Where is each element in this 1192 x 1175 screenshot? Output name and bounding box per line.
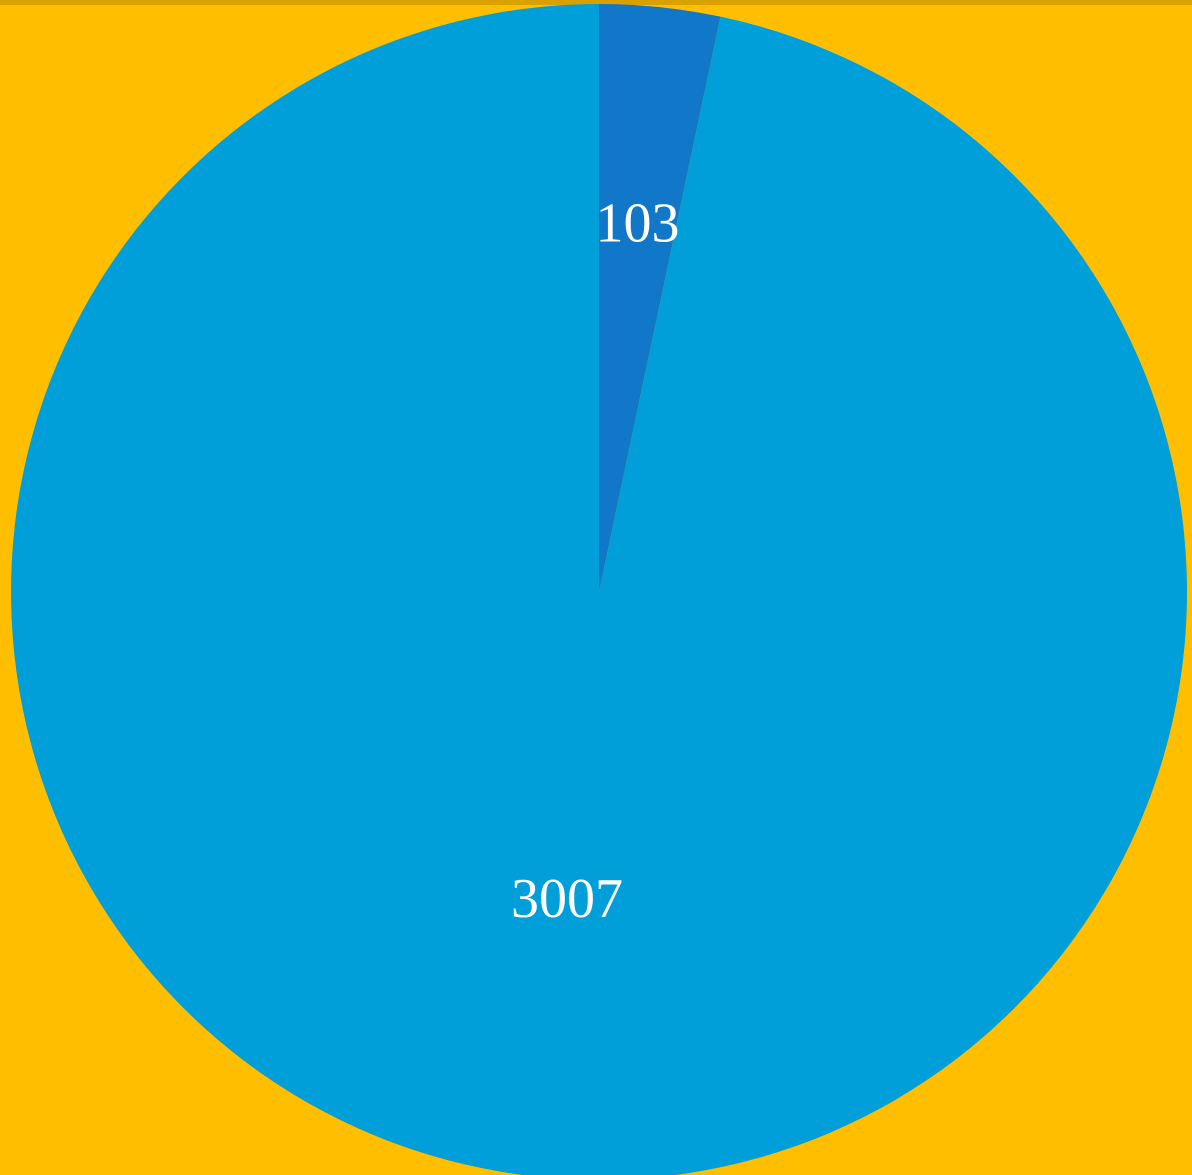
pie-slice-3007 [11, 4, 1187, 1175]
pie-labels: 103 3007 [511, 193, 680, 930]
pie-slice-label: 3007 [511, 868, 623, 930]
pie-slices [11, 4, 1187, 1175]
pie-slice-103 [599, 4, 721, 592]
pie-slice-label: 103 [595, 193, 679, 255]
top-border-line [0, 0, 1192, 5]
